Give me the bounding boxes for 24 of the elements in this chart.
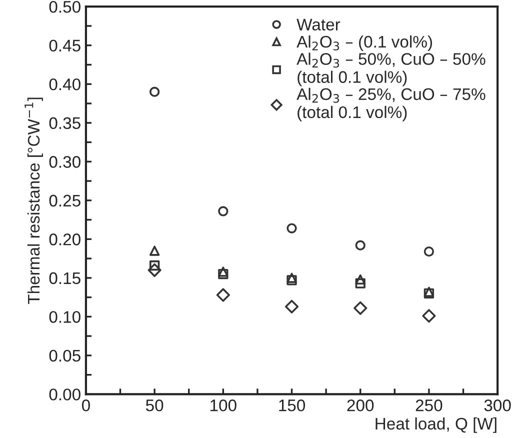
y-tick-label: 0.25 <box>49 194 80 207</box>
y-tick-label: 0.15 <box>49 272 80 284</box>
legend-label: Al$_{2}$O$_{3}$ – 50%, CuO – 50% (total 0.1 vol%) <box>296 52 486 86</box>
x-tick-label: 100 <box>210 400 236 412</box>
y-axis-title: Thermal resistance [°CW$^{−1}$] <box>24 98 43 304</box>
y-tick-label: 0.10 <box>49 311 80 323</box>
x-tick-label: 200 <box>347 400 374 412</box>
legend-label: Water <box>296 18 340 30</box>
y-tick-label: 0.05 <box>49 350 80 362</box>
x-tick-label: 250 <box>416 400 442 412</box>
y-tick-label: 0.00 <box>49 388 80 400</box>
y-tick-label: 0.50 <box>49 0 80 13</box>
y-tick-label: 0.20 <box>49 234 80 246</box>
y-tick-label: 0.35 <box>49 117 80 130</box>
x-tick-label: 300 <box>484 400 511 412</box>
legend-label: Al$_{2}$O$_{3}$ – (0.1 vol%) <box>296 35 432 51</box>
x-tick-label: 0 <box>82 400 90 412</box>
x-tick-label: 50 <box>146 400 164 412</box>
y-tick-label: 0.45 <box>49 40 80 52</box>
y-tick-label: 0.30 <box>49 156 80 168</box>
y-tick-label: 0.40 <box>49 78 80 90</box>
x-axis-title: Heat load, Q [W] <box>376 417 496 433</box>
legend-label: Al$_{2}$O$_{3}$ – 25%, CuO – 75% (total 0.1 vol%) <box>296 88 486 122</box>
x-tick-label: 150 <box>279 400 306 412</box>
